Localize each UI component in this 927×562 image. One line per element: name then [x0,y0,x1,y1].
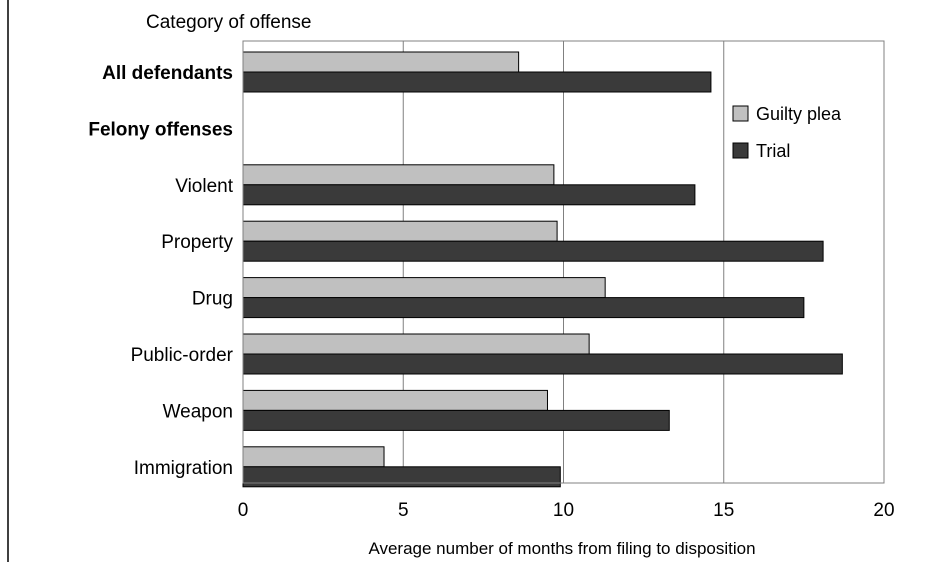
bar-property-trial [242,240,824,262]
legend-label-guilty-plea: Guilty plea [756,104,842,124]
category-axis-title: Category of offense [146,12,311,33]
bar-public-order-guilty-plea [242,333,590,355]
bar-property-guilty-plea [242,220,558,242]
legend: Guilty plea Trial [732,104,842,161]
bar-all-defendants-trial [242,71,712,93]
category-label-weapon: Weapon [163,401,233,422]
bar-drug-guilty-plea [242,277,606,299]
category-label-immigration: Immigration [134,458,233,479]
bar-violent-guilty-plea [242,164,555,186]
bar-all-defendants-guilty-plea [242,51,520,73]
legend-swatch-trial [732,142,749,159]
bar-immigration-trial [242,466,561,488]
bar-immigration-guilty-plea [242,446,385,468]
x-tick-label: 20 [873,500,894,521]
x-tick-label: 0 [238,500,249,521]
bar-weapon-trial [242,409,670,431]
category-label-all-defendants: All defendants [102,63,233,84]
category-label-felony-offenses: Felony offenses [88,119,233,140]
plot-area [242,40,885,484]
category-label-public-order: Public-order [131,345,234,366]
x-tick-label: 15 [713,500,734,521]
category-label-drug: Drug [192,289,233,310]
category-label-violent: Violent [175,176,233,197]
x-axis-title: Average number of months from filing to … [368,539,755,558]
category-label-property: Property [161,232,233,253]
x-tick-label: 5 [398,500,409,521]
bar-drug-trial [242,297,805,319]
bars-layer [242,51,843,488]
x-tick-label: 10 [553,500,574,521]
legend-label-trial: Trial [756,141,790,161]
category-labels: All defendants Felony offenses Violent Prop… [88,63,233,479]
bar-public-order-trial [242,353,843,375]
bar-weapon-guilty-plea [242,389,548,411]
bar-violent-trial [242,184,696,206]
x-tick-labels: 0 5 10 15 20 [238,500,895,521]
legend-swatch-guilty-plea [732,105,749,122]
